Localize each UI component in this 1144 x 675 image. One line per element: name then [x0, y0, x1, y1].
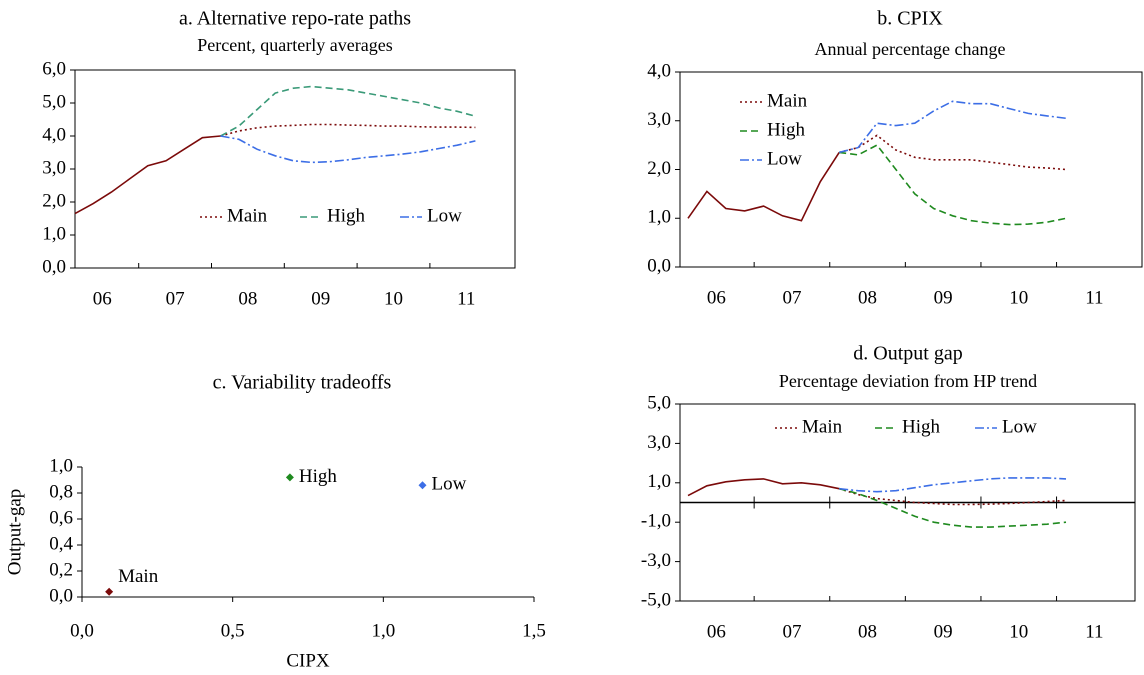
series-line [220, 135, 476, 164]
chart-subtitle: Percentage deviation from HP trend [779, 371, 1037, 391]
y-tick-label: 1,0 [647, 471, 671, 492]
legend-label: High [767, 119, 806, 140]
series-line [220, 85, 476, 137]
x-tick-label: 1,5 [522, 620, 546, 641]
x-tick-label: 1,0 [371, 620, 395, 641]
chart-subtitle: Annual percentage change [815, 39, 1006, 59]
series-line [839, 100, 1067, 154]
x-tick-label: 08 [858, 621, 877, 642]
x-tick-label: 07 [782, 621, 801, 642]
series-line [220, 123, 476, 137]
y-tick-label: -1,0 [641, 511, 671, 532]
legend-label: Low [1002, 416, 1037, 437]
y-tick-label: 3,0 [647, 432, 671, 453]
x-tick-label: 10 [384, 288, 403, 309]
legend-label: Low [767, 148, 802, 169]
y-tick-label: 3,0 [647, 109, 671, 130]
x-tick-label: 11 [457, 288, 475, 309]
x-tick-label: 07 [782, 287, 801, 308]
x-tick-label: 07 [166, 288, 185, 309]
series-line [74, 135, 221, 215]
y-tick-label: 0,0 [647, 255, 671, 276]
legend-label: High [902, 416, 941, 437]
x-tick-label: 08 [858, 287, 877, 308]
y-tick-label: 5,0 [42, 91, 66, 112]
plot-frame [679, 71, 1143, 268]
series-line [687, 151, 840, 222]
series-line [687, 478, 840, 497]
x-tick-label: 08 [238, 288, 257, 309]
x-axis-label: CIPX [286, 650, 330, 671]
x-tick-label: 09 [934, 621, 953, 642]
y-tick-label: 1,0 [647, 207, 671, 228]
y-tick-label: -5,0 [641, 589, 671, 610]
chart-title: a. Alternative repo-rate paths [179, 8, 411, 30]
chart-title: b. CPIX [877, 8, 943, 30]
y-axis-label: Output-gap [4, 489, 25, 576]
y-tick-label: 0,0 [42, 256, 66, 277]
chart-title: c. Variability tradeoffs [213, 372, 392, 394]
scatter-point [285, 473, 294, 482]
point-label: Main [118, 566, 159, 587]
x-tick-label: 11 [1085, 287, 1103, 308]
x-tick-label: 0,5 [221, 620, 245, 641]
legend-label: Main [802, 416, 843, 437]
y-tick-label: 4,0 [647, 60, 671, 81]
series-line [838, 487, 1067, 528]
legend-label: High [327, 205, 366, 226]
x-tick-label: 06 [707, 287, 726, 308]
x-tick-label: 0,0 [70, 620, 94, 641]
x-tick-label: 10 [1009, 287, 1028, 308]
legend-label: Low [427, 205, 462, 226]
x-tick-label: 09 [311, 288, 330, 309]
y-tick-label: 0,4 [49, 533, 73, 554]
y-tick-label: 0,2 [49, 559, 73, 580]
series-line [839, 477, 1067, 493]
y-tick-label: 4,0 [42, 124, 66, 145]
x-tick-label: 11 [1085, 621, 1103, 642]
y-tick-label: 0,8 [49, 481, 73, 502]
y-tick-label: 5,0 [647, 392, 671, 413]
y-tick-label: 3,0 [42, 157, 66, 178]
x-tick-label: 06 [707, 621, 726, 642]
x-tick-label: 10 [1009, 621, 1028, 642]
series-line [839, 144, 1067, 226]
y-tick-label: -3,0 [641, 550, 671, 571]
y-tick-label: 0,6 [49, 507, 73, 528]
chart-title: d. Output gap [853, 343, 962, 365]
chart-subtitle: Percent, quarterly averages [197, 35, 392, 55]
y-tick-label: 0,0 [49, 585, 73, 606]
point-label: High [299, 466, 338, 487]
plot-frame [74, 69, 516, 269]
legend-label: Main [227, 205, 268, 226]
y-tick-label: 2,0 [42, 190, 66, 211]
y-tick-label: 1,0 [49, 455, 73, 476]
x-tick-label: 09 [934, 287, 953, 308]
series-line [838, 487, 1067, 506]
series-line [839, 134, 1067, 171]
y-tick-label: 2,0 [647, 158, 671, 179]
scatter-point [105, 587, 114, 596]
point-label: Low [432, 474, 467, 495]
y-tick-label: 1,0 [42, 223, 66, 244]
scatter-point [418, 481, 427, 490]
x-tick-label: 06 [93, 288, 112, 309]
legend-label: Main [767, 90, 808, 111]
y-tick-label: 6,0 [42, 58, 66, 79]
